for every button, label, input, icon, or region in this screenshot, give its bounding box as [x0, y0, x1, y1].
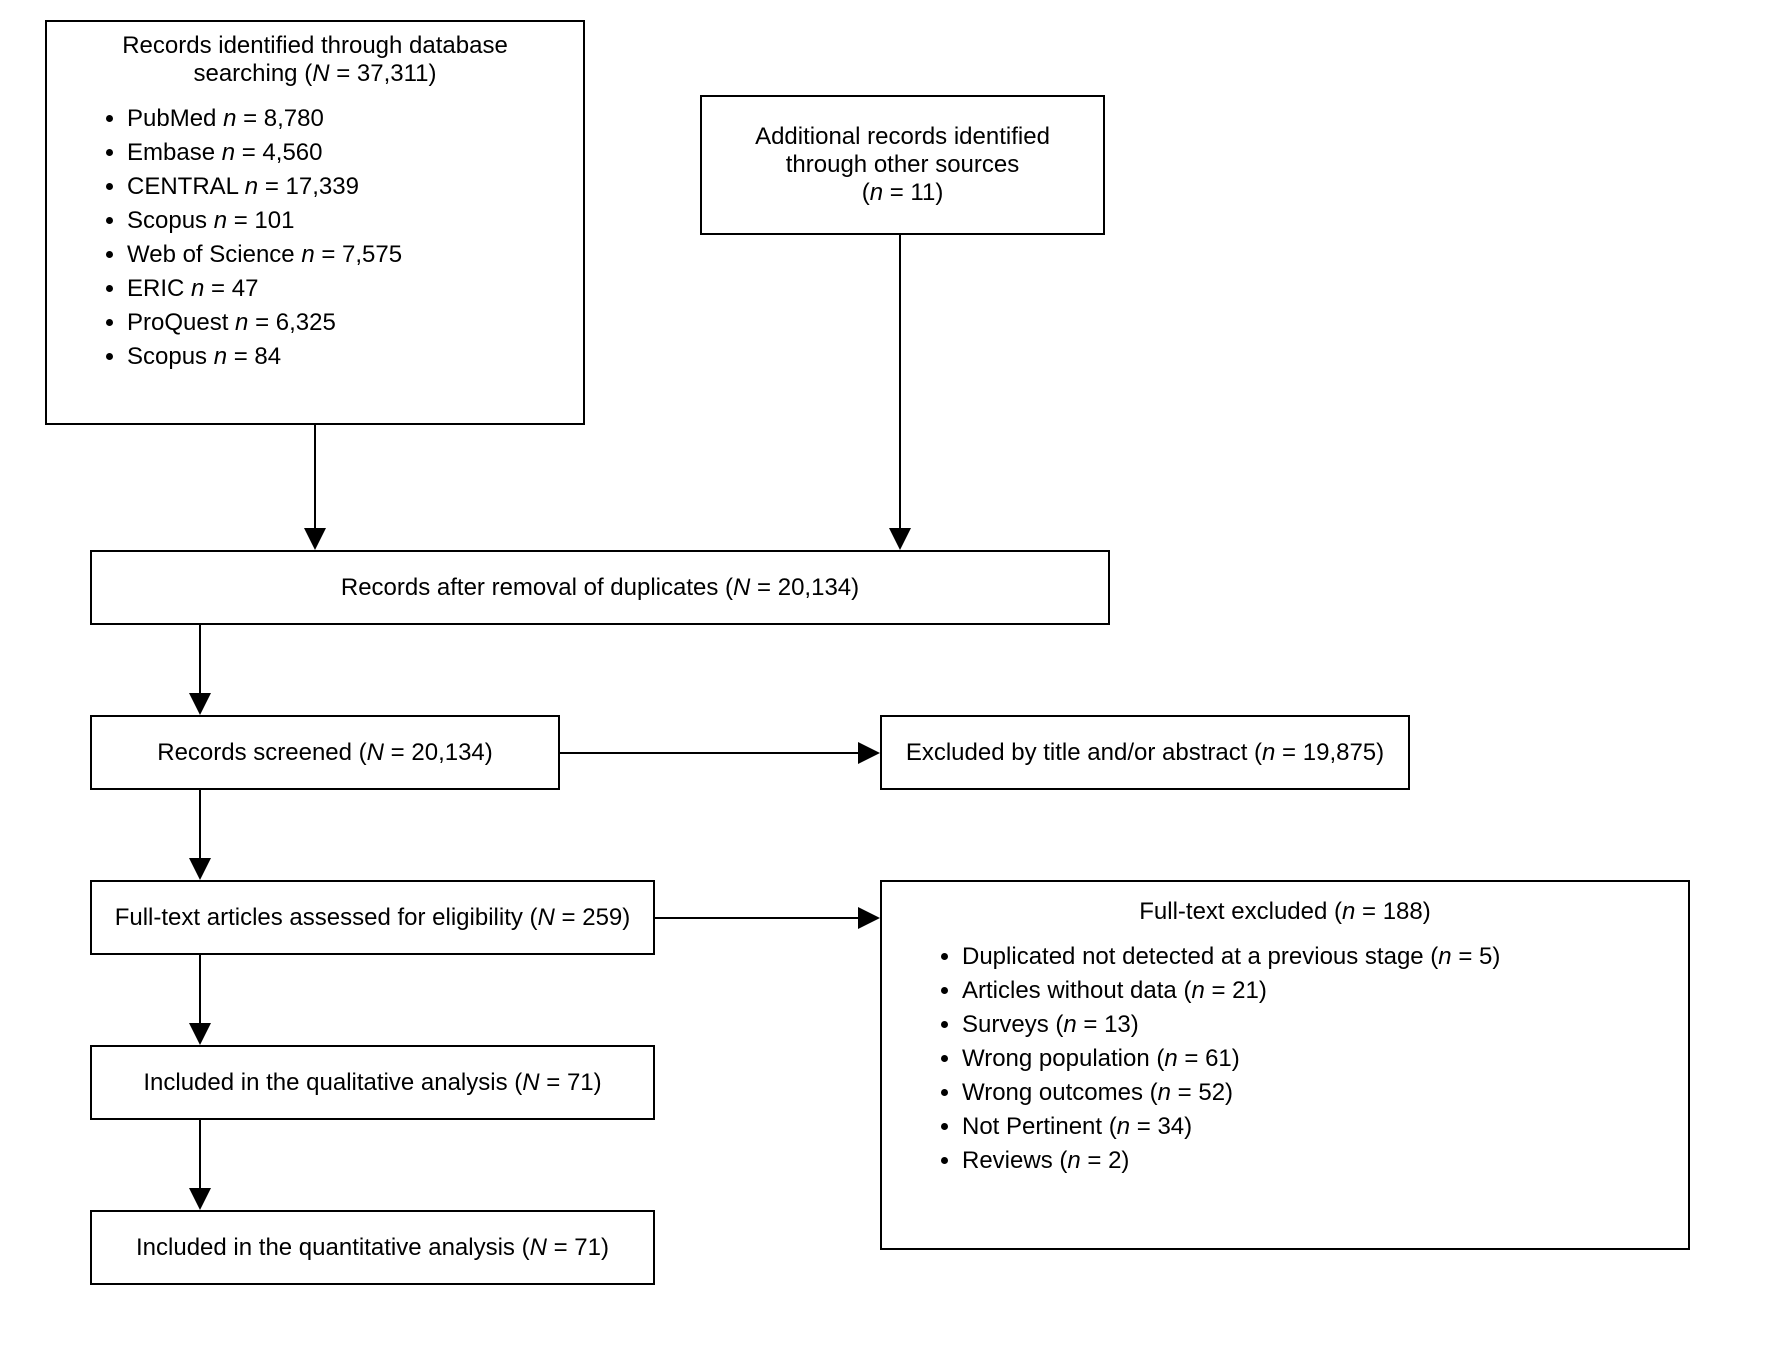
arrow-a8-head [189, 1188, 211, 1210]
identification-list: PubMed n = 8,780 Embase n = 4,560 CENTRA… [47, 102, 583, 386]
list-item: Wrong outcomes (n = 52) [962, 1076, 1668, 1110]
arrow-a1 [314, 425, 316, 528]
box-qualitative: Included in the qualitative analysis (N … [90, 1045, 655, 1120]
title-post: = 37,311) [330, 60, 437, 87]
box-dedup: Records after removal of duplicates (N =… [90, 550, 1110, 625]
box-quantitative: Included in the quantitative analysis (N… [90, 1210, 655, 1285]
arrow-a5 [199, 790, 201, 858]
list-item: Articles without data (n = 21) [962, 974, 1668, 1008]
list-item: Reviews (n = 2) [962, 1144, 1668, 1178]
arrow-a6 [655, 917, 858, 919]
list-item: CENTRAL n = 17,339 [127, 170, 563, 204]
additional-line2: through other sources [786, 151, 1019, 179]
fulltext-text: Full-text articles assessed for eligibil… [115, 904, 631, 932]
arrow-a4-head [858, 742, 880, 764]
additional-line3: (n = 11) [862, 179, 944, 207]
box-screened: Records screened (N = 20,134) [90, 715, 560, 790]
quantitative-text: Included in the quantitative analysis (N… [136, 1234, 609, 1262]
arrow-a1-head [304, 528, 326, 550]
list-item: Duplicated not detected at a previous st… [962, 940, 1668, 974]
list-item: ERIC n = 47 [127, 272, 563, 306]
list-item: Surveys (n = 13) [962, 1008, 1668, 1042]
box-excluded-fulltext: Full-text excluded (n = 188) Duplicated … [880, 880, 1690, 1250]
arrow-a7-head [189, 1023, 211, 1045]
excluded-title-text: Excluded by title and/or abstract (n = 1… [906, 739, 1384, 767]
arrow-a7 [199, 955, 201, 1023]
box-identification: Records identified through database sear… [45, 20, 585, 425]
arrow-a2-head [889, 528, 911, 550]
list-item: Web of Science n = 7,575 [127, 238, 563, 272]
list-item: Scopus n = 101 [127, 204, 563, 238]
list-item: Wrong population (n = 61) [962, 1042, 1668, 1076]
arrow-a6-head [858, 907, 880, 929]
qualitative-text: Included in the qualitative analysis (N … [143, 1069, 601, 1097]
excluded-ft-title: Full-text excluded (n = 188) [882, 882, 1688, 930]
title-var: N [312, 60, 329, 87]
prisma-flowchart: Records identified through database sear… [0, 0, 1775, 1355]
arrow-a2 [899, 235, 901, 528]
list-item: PubMed n = 8,780 [127, 102, 563, 136]
arrow-a4 [560, 752, 858, 754]
arrow-a8 [199, 1120, 201, 1188]
excluded-ft-list: Duplicated not detected at a previous st… [882, 940, 1688, 1190]
list-item: Not Pertinent (n = 34) [962, 1110, 1668, 1144]
box-excluded-title: Excluded by title and/or abstract (n = 1… [880, 715, 1410, 790]
list-item: Scopus n = 84 [127, 340, 563, 374]
arrow-a3 [199, 625, 201, 693]
arrow-a3-head [189, 693, 211, 715]
screened-text: Records screened (N = 20,134) [157, 739, 493, 767]
box-additional: Additional records identified through ot… [700, 95, 1105, 235]
dedup-text: Records after removal of duplicates (N =… [341, 574, 859, 602]
box-fulltext: Full-text articles assessed for eligibil… [90, 880, 655, 955]
identification-title: Records identified through database sear… [47, 22, 583, 92]
list-item: ProQuest n = 6,325 [127, 306, 563, 340]
arrow-a5-head [189, 858, 211, 880]
list-item: Embase n = 4,560 [127, 136, 563, 170]
additional-line1: Additional records identified [755, 123, 1050, 151]
